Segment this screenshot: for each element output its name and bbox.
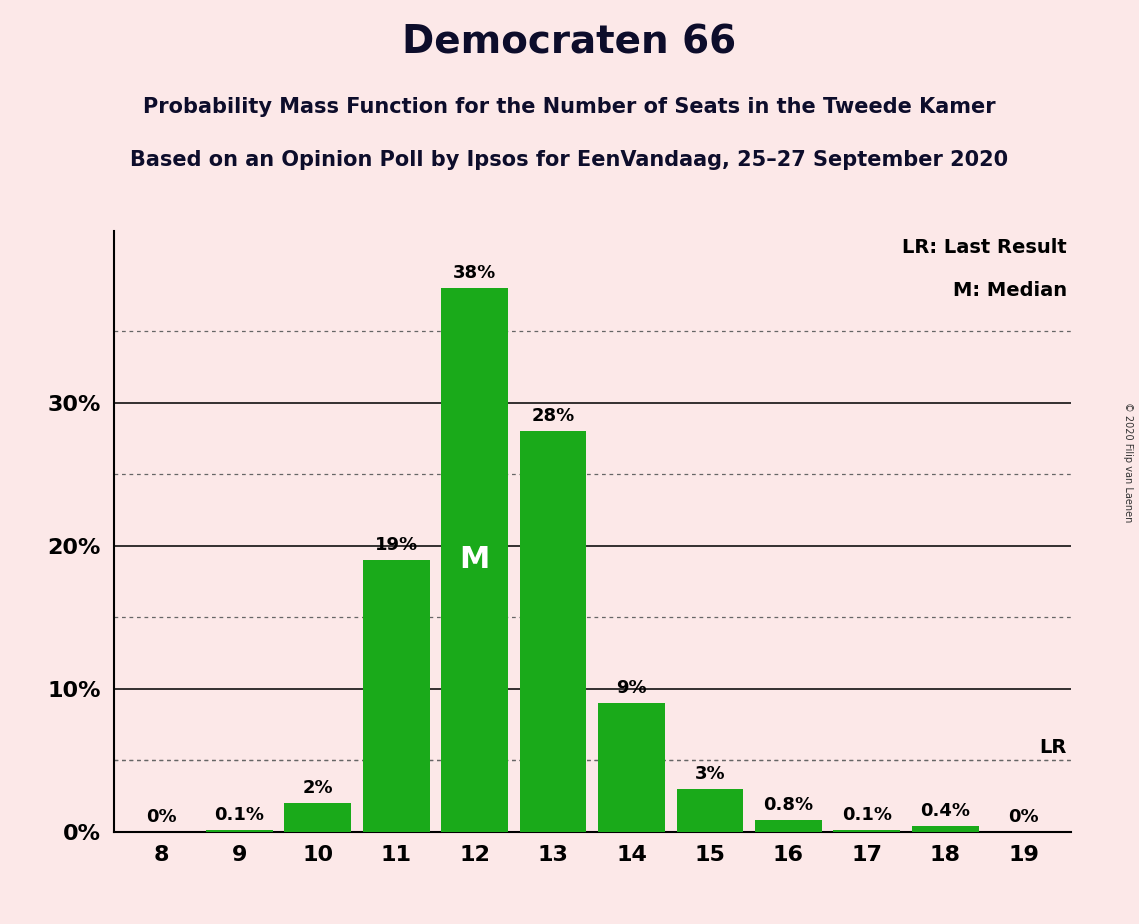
Text: Probability Mass Function for the Number of Seats in the Tweede Kamer: Probability Mass Function for the Number…	[144, 97, 995, 117]
Bar	[677, 789, 744, 832]
Text: 0.8%: 0.8%	[763, 796, 813, 814]
Bar	[206, 830, 272, 832]
Text: LR: Last Result: LR: Last Result	[902, 238, 1067, 257]
Text: © 2020 Filip van Laenen: © 2020 Filip van Laenen	[1123, 402, 1133, 522]
Text: 0%: 0%	[146, 808, 177, 826]
Text: LR: LR	[1040, 737, 1067, 757]
Text: 0.1%: 0.1%	[842, 807, 892, 824]
Text: 3%: 3%	[695, 765, 726, 783]
Text: 38%: 38%	[453, 264, 497, 283]
Text: M: Median: M: Median	[952, 281, 1067, 300]
Text: Democraten 66: Democraten 66	[402, 23, 737, 61]
Text: 2%: 2%	[303, 779, 333, 797]
Bar	[285, 803, 351, 832]
Text: 19%: 19%	[375, 536, 418, 554]
Bar	[441, 288, 508, 832]
Text: Based on an Opinion Poll by Ipsos for EenVandaag, 25–27 September 2020: Based on an Opinion Poll by Ipsos for Ee…	[131, 150, 1008, 170]
Text: 0%: 0%	[1008, 808, 1039, 826]
Bar	[363, 560, 429, 832]
Bar	[598, 703, 665, 832]
Bar	[834, 830, 900, 832]
Text: M: M	[459, 545, 490, 575]
Text: 28%: 28%	[532, 407, 575, 425]
Text: 9%: 9%	[616, 679, 647, 698]
Text: 0.1%: 0.1%	[214, 807, 264, 824]
Text: 0.4%: 0.4%	[920, 802, 970, 821]
Bar	[912, 826, 978, 832]
Bar	[755, 821, 821, 832]
Bar	[519, 432, 587, 832]
